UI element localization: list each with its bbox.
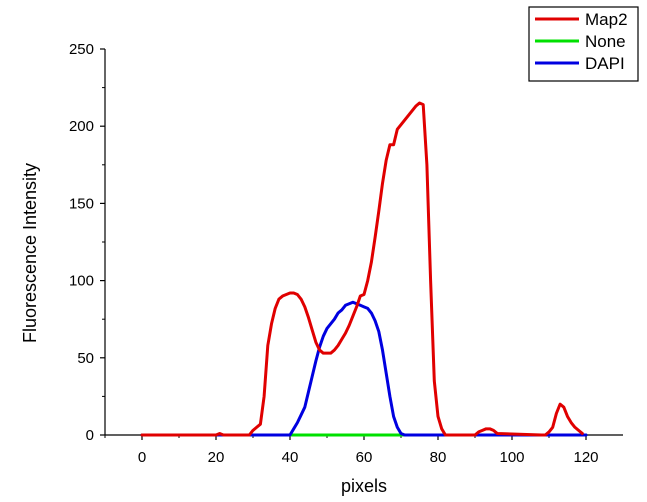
legend: Map2 None DAPI [528, 6, 639, 82]
y-tick-label: 0 [86, 427, 94, 444]
x-tick-label: 0 [138, 449, 146, 466]
x-tick-label: 60 [356, 449, 373, 466]
series-line-map2 [140, 101, 584, 437]
y-tick-label: 150 [69, 195, 94, 212]
y-tick-label: 250 [69, 41, 94, 58]
x-tick-label: 40 [282, 449, 299, 466]
y-tick-label: 200 [69, 118, 94, 135]
legend-label-dapi: DAPI [585, 54, 625, 73]
y-ticks: 0 50 100 150 200 250 [69, 41, 105, 444]
axes: 0 20 40 60 80 100 120 0 50 100 150 200 250 [69, 41, 623, 466]
legend-label-none: None [585, 32, 626, 51]
series-lines [140, 101, 588, 437]
x-axis-title: pixels [341, 476, 387, 496]
x-ticks: 0 20 40 60 80 100 120 [104, 435, 599, 466]
x-tick-label: 20 [208, 449, 225, 466]
x-tick-label: 80 [430, 449, 447, 466]
y-tick-label: 100 [69, 273, 94, 290]
x-tick-label: 120 [573, 449, 598, 466]
y-tick-label: 50 [77, 350, 94, 367]
legend-label-map2: Map2 [585, 10, 628, 29]
x-tick-label: 100 [499, 449, 524, 466]
y-axis-title: Fluorescence Intensity [20, 163, 40, 343]
series-line-dapi [140, 300, 588, 437]
